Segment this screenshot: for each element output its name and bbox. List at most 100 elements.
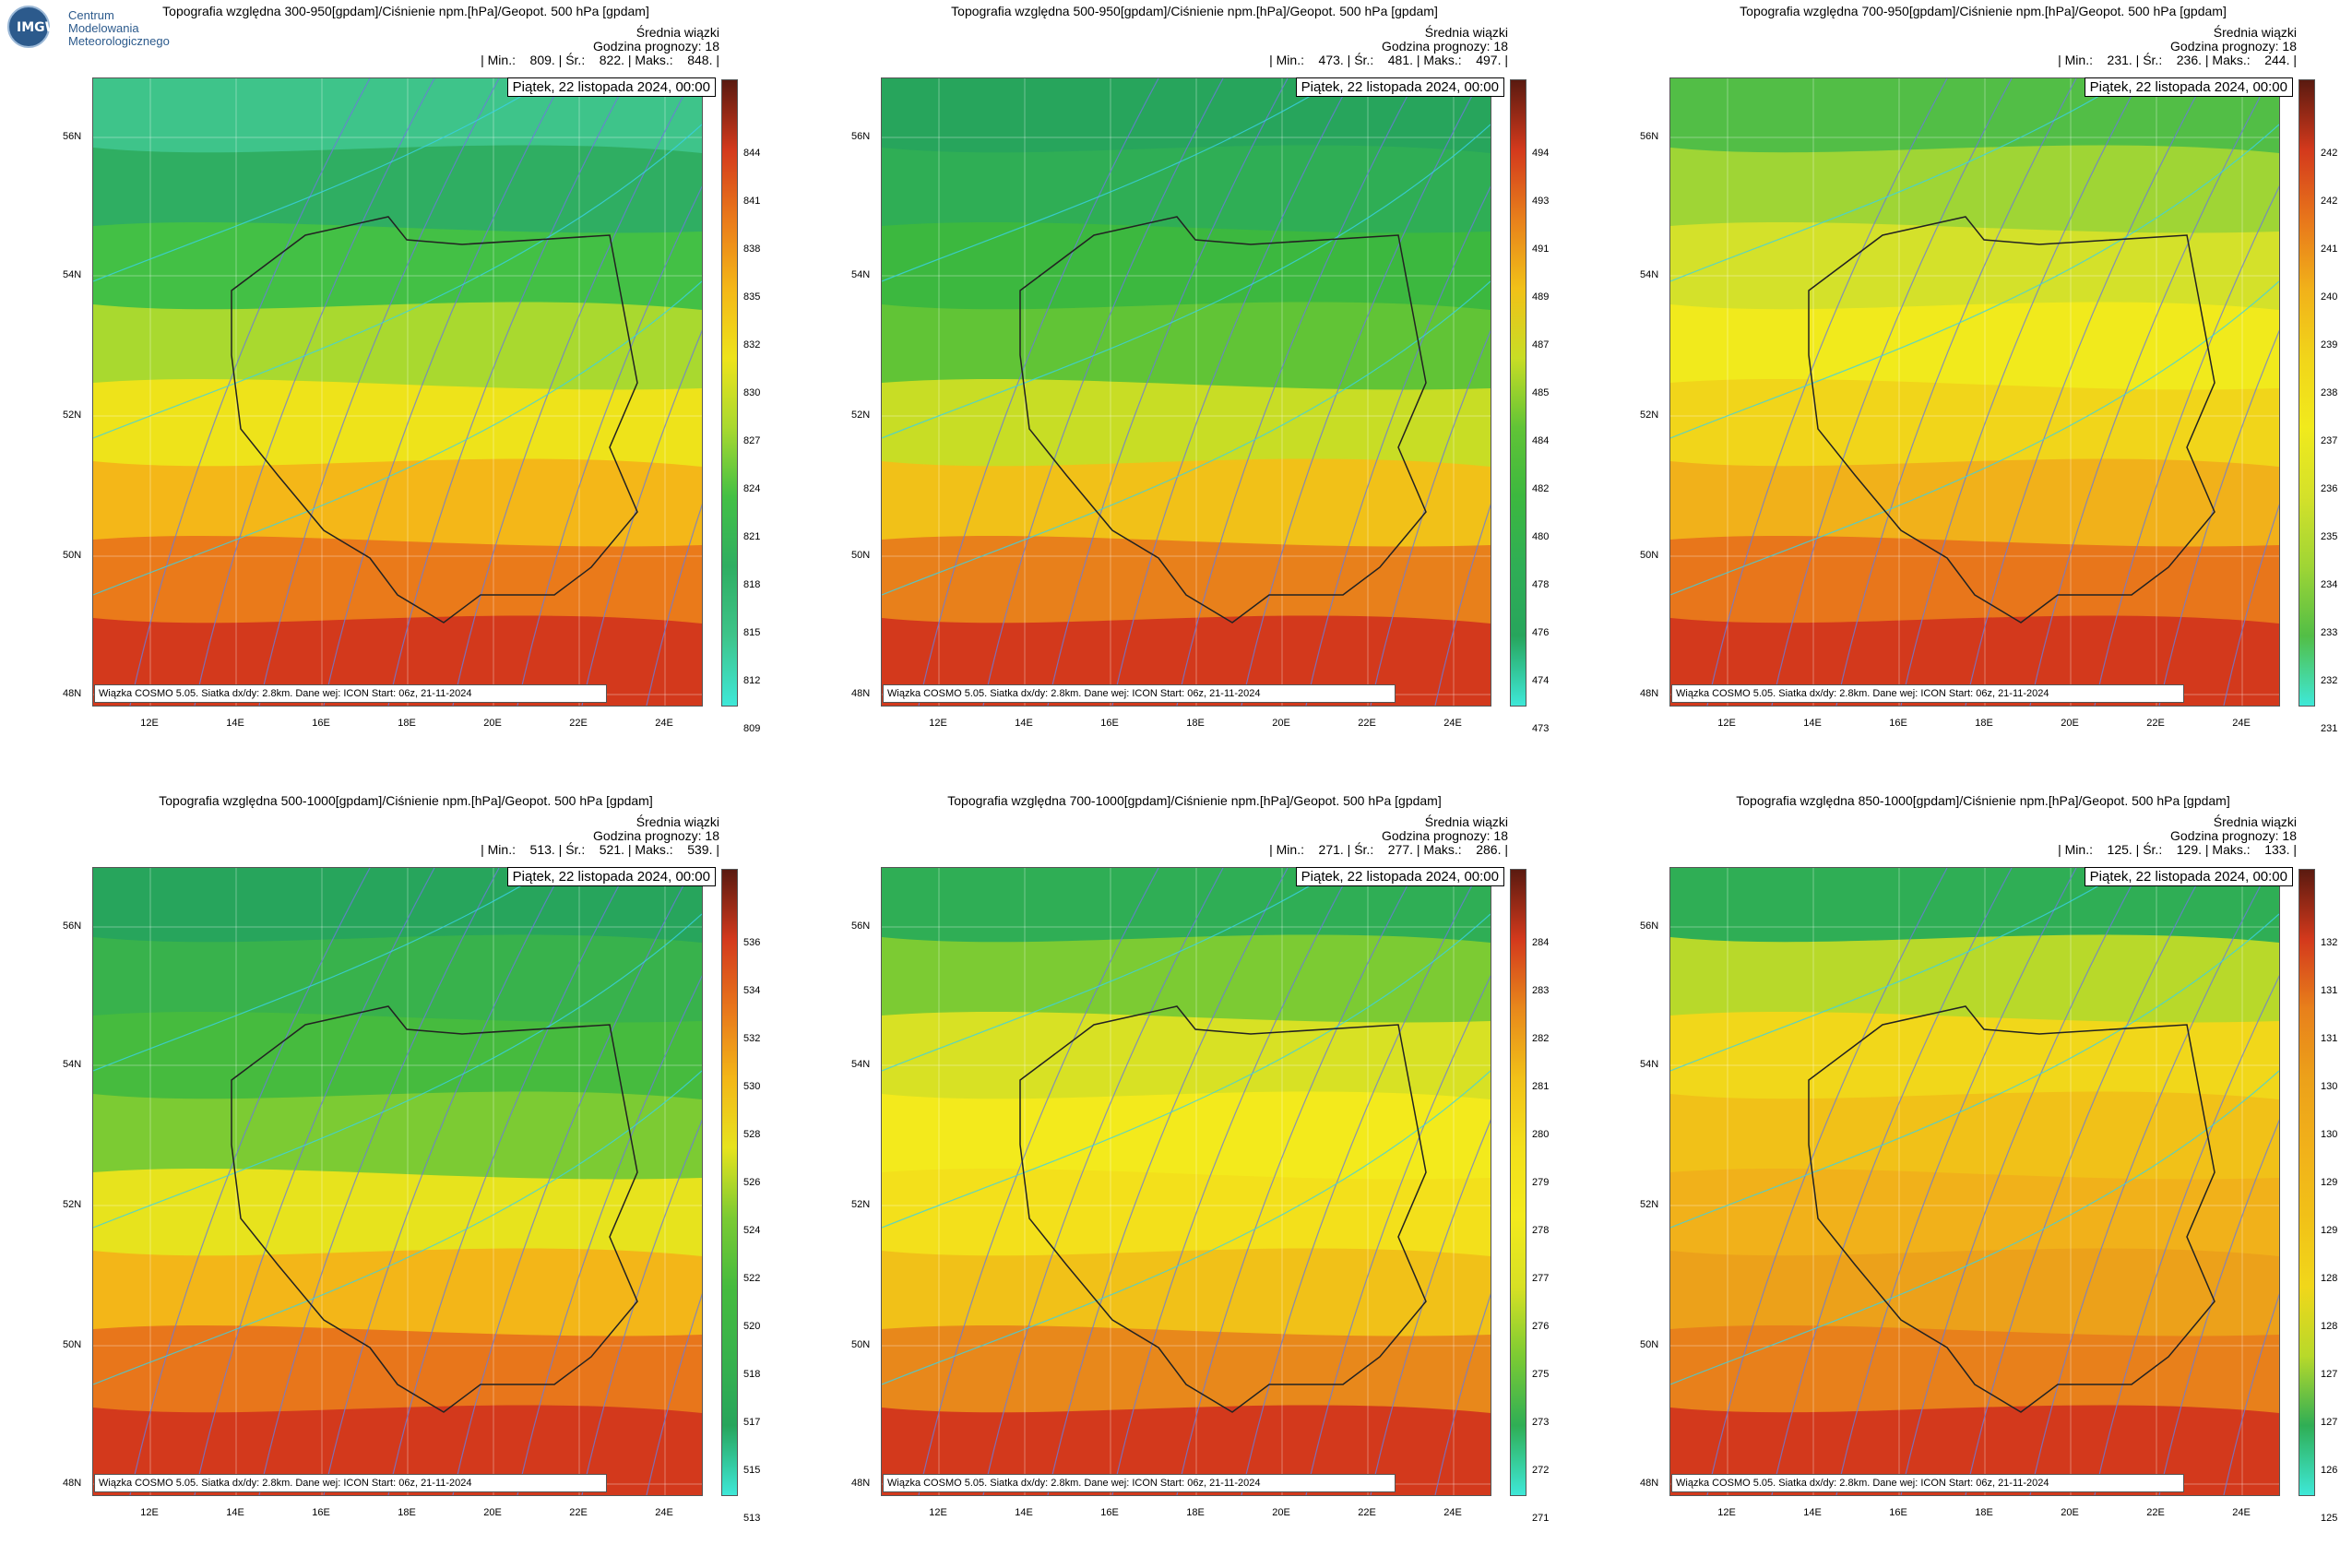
latitude-label: 50N bbox=[63, 550, 82, 561]
geopotential-line bbox=[1670, 913, 2279, 1229]
isobar-line bbox=[646, 1293, 702, 1495]
panel-title: Topografia względna 300-950[gpdam]/Ciśni… bbox=[162, 4, 649, 18]
map-area bbox=[92, 77, 703, 707]
isobar-line bbox=[1900, 78, 2142, 706]
longitude-label: 12E bbox=[929, 718, 947, 729]
colorbar-tick-label: 513 bbox=[743, 1513, 761, 1524]
latitude-label: 56N bbox=[851, 131, 871, 142]
isobar-line bbox=[1241, 78, 1482, 706]
colorbar-tick-label: 474 bbox=[1532, 675, 1550, 686]
panel-stat-label: Średnia wiązki bbox=[2213, 814, 2297, 829]
panel-info: Średnia wiązki Godzina prognozy: 18 | Min.… bbox=[2058, 815, 2297, 857]
logo-emblem: IMGW bbox=[7, 6, 59, 48]
latitude-label: 56N bbox=[1640, 131, 1659, 142]
field-band bbox=[1670, 1169, 2279, 1269]
colorbar-tick-label: 532 bbox=[743, 1033, 761, 1044]
colorbar-tick-label: 812 bbox=[743, 675, 761, 686]
field-band bbox=[1670, 78, 2279, 166]
model-info-footer: Wiązka COSMO 5.05. Siatka dx/dy: 2.8km. … bbox=[1671, 684, 2184, 703]
colorbar-tick-label: 841 bbox=[743, 196, 761, 207]
field-band bbox=[1670, 536, 2279, 636]
field-band bbox=[882, 1091, 1491, 1191]
geopotential-line bbox=[93, 913, 702, 1229]
longitude-label: 12E bbox=[140, 1507, 159, 1518]
colorbar-tick-label: 132 bbox=[2321, 937, 2338, 948]
longitude-label: 24E bbox=[1443, 718, 1462, 729]
colorbar-tick-label: 129 bbox=[2321, 1225, 2338, 1236]
map-panel: Topografia względna 700-950[gpdam]/Ciśni… bbox=[1586, 0, 2337, 766]
field-band bbox=[93, 934, 702, 1034]
colorbar-tick-label: 524 bbox=[743, 1225, 761, 1236]
colorbar bbox=[721, 79, 738, 707]
panel-stat-label: Średnia wiązki bbox=[636, 25, 719, 40]
colorbar-tick-label: 130 bbox=[2321, 1081, 2338, 1092]
field-band bbox=[882, 145, 1491, 244]
isobar-line bbox=[1176, 78, 1418, 706]
field-band bbox=[93, 1248, 702, 1348]
latitude-label: 52N bbox=[851, 1199, 871, 1210]
isobar-line bbox=[982, 78, 1224, 706]
colorbar-tick-label: 130 bbox=[2321, 1129, 2338, 1140]
isobar-line bbox=[1047, 78, 1289, 706]
colorbar-tick-label: 838 bbox=[743, 244, 761, 255]
panel-forecast-hour: Godzina prognozy: 18 bbox=[2170, 828, 2297, 843]
field-band bbox=[93, 78, 702, 166]
colorbar-tick-label: 126 bbox=[2321, 1465, 2338, 1476]
colorbar bbox=[1510, 79, 1526, 707]
latitude-label: 52N bbox=[63, 1199, 82, 1210]
longitude-label: 14E bbox=[1803, 718, 1822, 729]
colorbar-tick-label: 237 bbox=[2321, 435, 2338, 446]
colorbar-tick-label: 821 bbox=[743, 531, 761, 542]
longitude-label: 16E bbox=[312, 1507, 330, 1518]
panel-stat-label: Średnia wiązki bbox=[2213, 25, 2297, 40]
colorbar-tick-label: 129 bbox=[2321, 1177, 2338, 1188]
latitude-label: 50N bbox=[1640, 1339, 1659, 1350]
colorbar-tick-label: 239 bbox=[2321, 339, 2338, 350]
longitude-label: 12E bbox=[1717, 1507, 1736, 1518]
isobar-line bbox=[1965, 78, 2206, 706]
isobar-line bbox=[581, 329, 702, 706]
colorbar-tick-label: 520 bbox=[743, 1321, 761, 1332]
field-map bbox=[93, 78, 702, 706]
field-band bbox=[93, 1325, 702, 1426]
forecast-date-box: Piątek, 22 listopada 2024, 00:00 bbox=[506, 77, 716, 97]
isobar-line bbox=[517, 975, 702, 1495]
isobar-line bbox=[1835, 78, 2077, 706]
colorbar-tick-label: 484 bbox=[1532, 435, 1550, 446]
panel-stats: | Min.: 473. | Śr.: 481. | Maks.: 497. | bbox=[1269, 53, 1508, 67]
colorbar-tick-label: 522 bbox=[743, 1273, 761, 1284]
geopotential-line bbox=[93, 78, 553, 282]
longitude-label: 22E bbox=[1358, 1507, 1376, 1518]
field-band bbox=[93, 1091, 702, 1191]
isobar-line bbox=[387, 868, 629, 1495]
panel-stat-label: Średnia wiązki bbox=[636, 814, 719, 829]
isobar-line bbox=[323, 868, 564, 1495]
isobar-line bbox=[2158, 1119, 2279, 1495]
colorbar-tick-label: 272 bbox=[1532, 1465, 1550, 1476]
logo-line1: Centrum bbox=[68, 8, 114, 22]
isobar-line bbox=[2158, 329, 2279, 706]
panel-info: Średnia wiązki Godzina prognozy: 18 | Min.… bbox=[2058, 26, 2297, 67]
geopotential-line bbox=[882, 78, 1342, 282]
longitude-label: 18E bbox=[1186, 1507, 1205, 1518]
latitude-label: 48N bbox=[63, 688, 82, 699]
geopotential-line bbox=[1670, 280, 2279, 596]
longitude-label: 16E bbox=[1889, 718, 1907, 729]
colorbar-tick-label: 276 bbox=[1532, 1321, 1550, 1332]
colorbar-tick-label: 280 bbox=[1532, 1129, 1550, 1140]
field-band bbox=[882, 302, 1491, 401]
isobar-line bbox=[1176, 868, 1418, 1495]
field-band bbox=[1670, 302, 2279, 401]
longitude-label: 24E bbox=[655, 718, 673, 729]
logo-abbr: IMGW bbox=[17, 20, 60, 35]
isobar-line bbox=[387, 78, 629, 706]
panel-stats: | Min.: 513. | Śr.: 521. | Maks.: 539. | bbox=[481, 842, 719, 857]
colorbar-tick-label: 238 bbox=[2321, 387, 2338, 398]
field-band bbox=[1670, 615, 2279, 706]
country-border bbox=[1808, 216, 2215, 624]
logo-line2: Modelowania bbox=[68, 21, 139, 35]
field-map bbox=[1670, 78, 2279, 706]
latitude-label: 52N bbox=[63, 410, 82, 421]
panel-forecast-hour: Godzina prognozy: 18 bbox=[1382, 39, 1508, 53]
panel-forecast-hour: Godzina prognozy: 18 bbox=[1382, 828, 1508, 843]
